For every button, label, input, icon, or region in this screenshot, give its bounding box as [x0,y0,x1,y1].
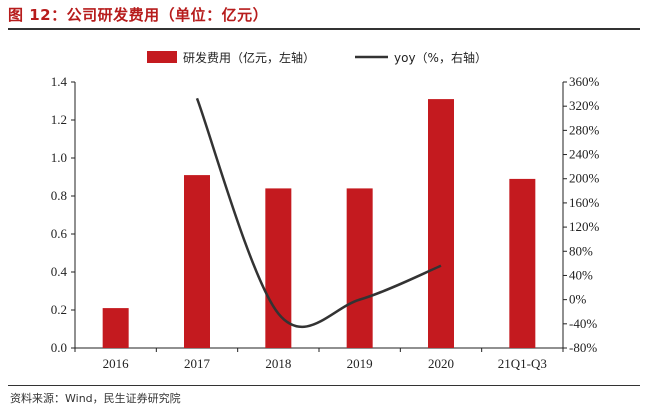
right-tick-label: 40% [569,267,593,282]
figure-title: 图 12：公司研发费用（单位：亿元） [8,6,269,24]
bottom-rule [8,385,640,386]
bar-2018 [265,188,292,348]
bar-2017 [184,175,210,348]
x-tick-label: 2017 [184,356,211,371]
x-tick-label: 2020 [428,356,454,371]
left-tick-label: 0.8 [51,188,67,203]
bar-2020 [428,99,454,348]
legend: 研发费用（亿元，左轴） yoy（%，右轴） [147,50,487,65]
right-tick-label: 200% [569,171,600,186]
left-tick-label: 1.4 [51,74,68,89]
left-tick-label: 1.2 [51,112,67,127]
yoy-line [195,97,442,329]
legend-swatch-bar [147,51,177,63]
right-tick-label: 360% [569,74,600,89]
right-tick-label: -80% [569,340,597,355]
bar-2016 [102,308,129,348]
right-tick-label: 320% [569,98,600,113]
right-tick-label: 280% [569,122,600,137]
right-tick-label: 160% [569,195,600,210]
right-tick-label: 0% [569,292,587,307]
right-tick-label: 240% [569,147,600,162]
left-tick-label: 1.0 [51,150,67,165]
left-tick-label: 0.4 [51,264,68,279]
left-tick-label: 0.2 [51,302,67,317]
left-tick-label: 0.0 [51,340,67,355]
axes: 0.0 0.2 0.4 0.6 0.8 1.0 1.2 1.4 -80% -40% 0% 40% 80%… [51,74,600,371]
x-tick-label: 2018 [265,356,291,371]
top-rule [8,28,640,30]
right-tick-label: -40% [569,316,597,331]
left-tick-label: 0.6 [51,226,68,241]
bar-21Q1-Q3 [509,178,536,348]
x-tick-label: 2019 [347,356,373,371]
legend-label-bar: 研发费用（亿元，左轴） [183,50,315,65]
x-tick-label: 21Q1-Q3 [498,356,547,371]
x-tick-label: 2016 [103,356,130,371]
legend-label-line: yoy（%，右轴） [394,50,487,65]
line-series [195,97,442,329]
right-tick-label: 80% [569,243,593,258]
source-note: 资料来源：Wind，民生证券研究院 [10,392,181,405]
bar-series [102,99,536,348]
bar-2019 [346,188,373,348]
right-tick-label: 120% [569,219,600,234]
